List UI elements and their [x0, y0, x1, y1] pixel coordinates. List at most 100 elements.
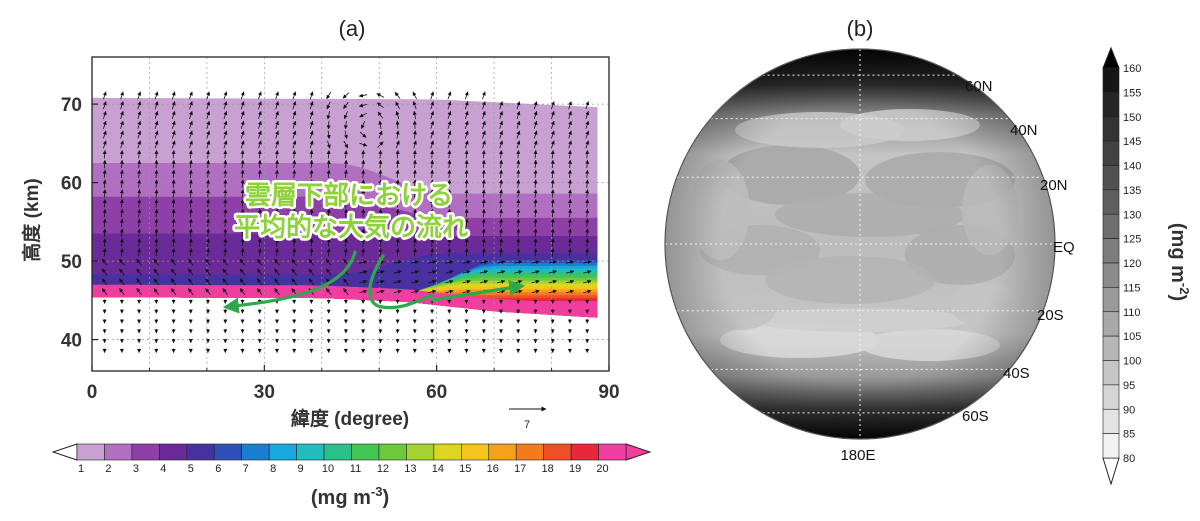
- wind-vector: [481, 238, 486, 247]
- colorbar-a-swatch: [543, 443, 572, 461]
- wind-vector: [395, 228, 400, 237]
- wind-vector: [275, 110, 279, 120]
- wind-vector: [292, 150, 297, 159]
- wind-vector: [188, 150, 193, 159]
- wind-vector: [497, 270, 506, 274]
- wind-vector: [256, 258, 263, 266]
- panel-b-colorbar: 160 155 150 145 140 135 130 125 120 115 110 105 100 9…: [1102, 46, 1141, 486]
- wind-vector: [275, 101, 279, 110]
- wind-vector: [120, 130, 124, 139]
- disk-map-label: 180E: [840, 447, 875, 464]
- wind-vector: [274, 179, 279, 188]
- wind-vector: [308, 278, 315, 286]
- wind-vector: [378, 189, 383, 198]
- wind-vector: [430, 101, 435, 110]
- wind-vector: [309, 110, 314, 120]
- wind-vector: [410, 270, 420, 274]
- wind-vector: [119, 189, 124, 198]
- wind-vector: [585, 238, 590, 247]
- wind-vector: [188, 199, 193, 208]
- wind-vector: [171, 218, 176, 228]
- wind-vector: [257, 150, 262, 159]
- wind-vector: [378, 228, 383, 237]
- wind-vector: [102, 110, 107, 120]
- wind-vector: [361, 228, 366, 237]
- wind-vector: [206, 208, 211, 218]
- wind-vector: [240, 208, 245, 218]
- panel-a-ylabel: 高度 (km): [20, 178, 43, 261]
- wind-vector: [343, 258, 349, 266]
- wind-vector: [189, 140, 193, 149]
- wind-vector: [239, 258, 246, 266]
- wind-vector: [343, 288, 349, 296]
- wind-vector: [189, 91, 193, 100]
- wind-vector: [309, 169, 314, 178]
- colorbar-b-swatch: [1102, 433, 1120, 459]
- wind-vector: [361, 189, 366, 198]
- wind-vector: [309, 218, 314, 228]
- wind-vector: [481, 140, 486, 149]
- wind-vector: [585, 110, 590, 120]
- wind-vector: [119, 169, 124, 178]
- wind-vector: [565, 289, 575, 294]
- wind-vector: [499, 120, 504, 129]
- wind-vector: [188, 288, 194, 296]
- wind-vector: [119, 268, 125, 276]
- wind-vector: [447, 169, 452, 178]
- wind-vector: [222, 278, 229, 286]
- wind-vector: [291, 268, 297, 276]
- wind-vector: [326, 248, 331, 257]
- wind-vector: [464, 110, 469, 120]
- wind-vector: [292, 208, 297, 218]
- wind-vector: [499, 169, 504, 178]
- wind-vector: [291, 258, 297, 266]
- wind-vector: [119, 228, 124, 237]
- wind-vector: [395, 218, 400, 228]
- wind-vector: [583, 279, 592, 284]
- wind-vector: [257, 199, 262, 208]
- wind-vector: [308, 268, 315, 276]
- wind-vector: [395, 238, 400, 247]
- wind-vector: [274, 228, 279, 237]
- wind-vector: [223, 199, 228, 208]
- wind-vector: [223, 150, 228, 159]
- wind-vector: [343, 159, 348, 169]
- wind-vector: [137, 150, 142, 159]
- wind-vector: [292, 110, 297, 120]
- wind-vector: [188, 179, 193, 188]
- wind-vector: [516, 140, 521, 149]
- wind-vector: [394, 91, 401, 99]
- wind-vector: [154, 101, 159, 110]
- wind-vector: [171, 208, 176, 218]
- wind-vector: [274, 150, 279, 159]
- wind-vector: [137, 238, 142, 247]
- wind-vector: [257, 179, 262, 188]
- wind-vector: [256, 278, 263, 286]
- wind-vector: [119, 150, 124, 159]
- wind-vector: [102, 169, 107, 178]
- wind-vector: [119, 179, 124, 188]
- wind-vector: [275, 130, 279, 139]
- colorbar-b-swatch: [1102, 140, 1120, 166]
- wind-vector: [428, 279, 437, 284]
- wind-vector: [516, 120, 521, 129]
- wind-vector: [343, 189, 348, 198]
- wind-vector: [292, 228, 297, 237]
- wind-vector: [154, 238, 159, 247]
- wind-vector: [499, 248, 504, 257]
- wind-vector: [343, 278, 349, 286]
- wind-vector: [499, 110, 504, 120]
- wind-vector: [119, 208, 124, 218]
- wind-vector: [137, 228, 142, 237]
- colorbar-a-swatch: [406, 443, 435, 461]
- colorbar-a-label: 17: [514, 463, 526, 475]
- wind-vector: [240, 101, 245, 110]
- wind-vector: [585, 101, 590, 110]
- wind-vector: [292, 120, 297, 129]
- wind-vector: [378, 199, 383, 208]
- wind-vector: [326, 101, 331, 110]
- wind-vector: [171, 110, 176, 120]
- wind-vector: [516, 199, 521, 208]
- wind-vector: [137, 199, 142, 208]
- disk-map-label: 40S: [1003, 365, 1030, 382]
